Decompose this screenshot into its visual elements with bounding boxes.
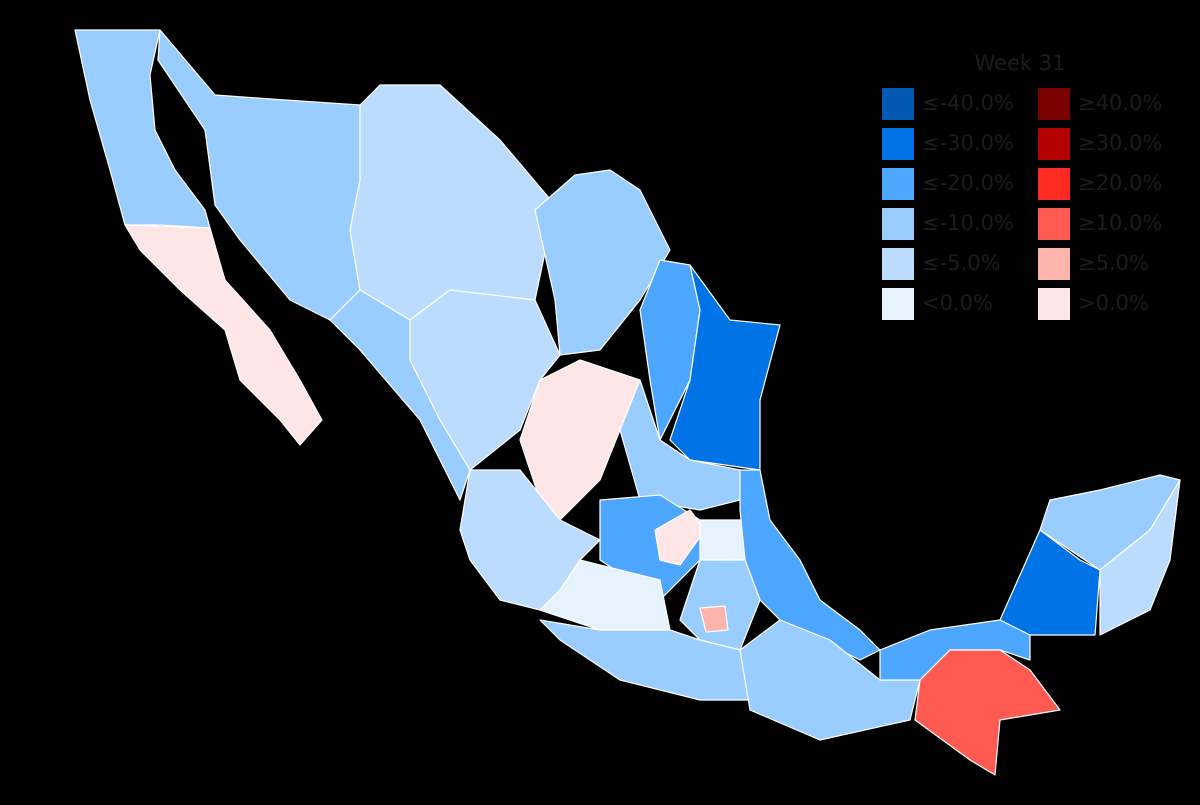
legend-swatch — [882, 208, 914, 240]
region — [914, 649, 1061, 776]
legend-swatch — [882, 168, 914, 200]
legend-label: <0.0% — [922, 291, 993, 315]
legend-swatch — [882, 128, 914, 160]
mexico-states — [74, 29, 1181, 776]
legend-label: ≤-5.0% — [922, 251, 1001, 275]
legend-swatch — [882, 88, 914, 120]
legend-swatch — [1038, 248, 1070, 280]
legend-label: ≤-10.0% — [922, 211, 1014, 235]
legend-label: ≥40.0% — [1078, 91, 1162, 115]
region — [409, 289, 561, 471]
legend-label: ≥5.0% — [1078, 251, 1149, 275]
legend-label: >0.0% — [1078, 291, 1149, 315]
legend-swatch — [1038, 168, 1070, 200]
legend-title: Week 31 — [975, 51, 1066, 75]
region — [349, 84, 556, 321]
legend-label: ≥20.0% — [1078, 171, 1162, 195]
region — [679, 559, 761, 651]
region — [519, 359, 641, 521]
legend-swatch — [882, 248, 914, 280]
region — [669, 264, 781, 471]
legend-swatch — [1038, 88, 1070, 120]
region — [539, 619, 751, 701]
region — [654, 509, 706, 566]
legend-label: ≤-40.0% — [922, 91, 1014, 115]
legend-swatch — [1038, 208, 1070, 240]
region — [124, 224, 323, 446]
legend-label: ≥30.0% — [1078, 131, 1162, 155]
legend-swatch — [1038, 128, 1070, 160]
legend-label: ≤-30.0% — [922, 131, 1014, 155]
legend-swatch — [882, 288, 914, 320]
region — [699, 519, 746, 561]
region — [699, 605, 729, 633]
legend-label: ≤-20.0% — [922, 171, 1014, 195]
legend-swatch — [1038, 288, 1070, 320]
legend-label: ≥10.0% — [1078, 211, 1162, 235]
region — [74, 29, 211, 229]
region — [1099, 479, 1181, 636]
legend: Week 31 ≤-40.0% ≤-30.0% ≤-20.0% ≤-10.0% ≤-5.… — [882, 51, 1162, 320]
